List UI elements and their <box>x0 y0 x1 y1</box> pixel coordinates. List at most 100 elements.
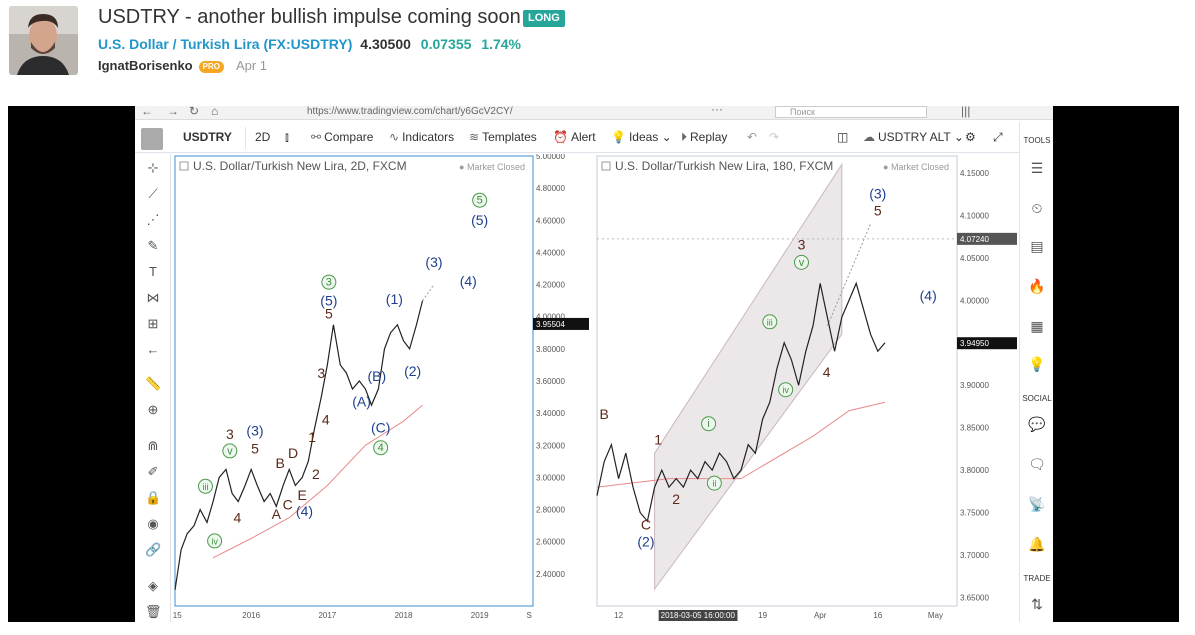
y-tick-label: 2.80000 <box>536 506 565 515</box>
magnet-icon: ⋒ <box>147 438 159 453</box>
fib-icon: ⋰ <box>146 212 160 227</box>
wave-label: (4) <box>296 503 313 519</box>
back-icon: ← <box>141 106 153 118</box>
reload-icon: ↻ <box>189 106 200 118</box>
wave-label-circle <box>373 440 389 456</box>
trading-panel-icon: ⇅ <box>1031 596 1043 612</box>
wave-label: 5 <box>874 202 882 218</box>
symbol-price: 4.30500 <box>360 36 411 52</box>
wave-label: (1) <box>386 291 403 307</box>
author-avatar[interactable] <box>9 6 78 75</box>
collapse-icon <box>601 161 611 171</box>
undo-icon: ↶ <box>747 130 758 144</box>
symbol-name-link[interactable]: U.S. Dollar / Turkish Lira <box>98 36 260 52</box>
wave-label: 4 <box>234 509 242 525</box>
price-line <box>596 281 886 523</box>
symbol-ticker-link[interactable]: (FX:USDTRY) <box>263 36 353 52</box>
wave-label: (4) <box>460 273 477 289</box>
pattern-icon: ⋈ <box>146 290 160 305</box>
replay-icon: ⏵ <box>681 130 688 144</box>
wave-label: (A) <box>352 394 371 410</box>
alerts-clock-icon: ⏲ <box>1031 200 1043 216</box>
replay-button: ⏵ Replay <box>681 130 727 145</box>
last-price-marker <box>533 317 589 330</box>
y-tick-label: 3.40000 <box>536 409 565 418</box>
y-tick-label: 4.00000 <box>536 313 565 322</box>
wave-label: 1 <box>654 432 662 448</box>
x-tick-label: 16 <box>873 611 882 620</box>
crosshair-price-label: 4.07240 <box>960 235 989 244</box>
projection-arrow <box>826 223 872 327</box>
right-sidebar: TOOLS ☰ ⏲ ▤ 🔥 ▦ 💡 SOCIAL 💬 🗨 📡 🔔 TRADE ⇅ <box>1019 122 1053 622</box>
crosshair-price-marker <box>957 232 1017 245</box>
wave-label-circle <box>778 382 794 398</box>
wave-label-circle <box>472 192 488 208</box>
ideas-label: Ideas <box>628 130 659 144</box>
compare-icon: ⚯ <box>311 130 322 144</box>
more-icon: ··· <box>711 106 723 116</box>
collapse-icon <box>179 161 189 171</box>
alert-button: ⏰ Alert <box>553 130 596 144</box>
wave-label: (2) <box>637 534 654 550</box>
settings-icon: ⚙ <box>965 130 976 144</box>
chart-title: U.S. Dollar/Turkish New Lira, 2D, FXCM <box>193 159 407 173</box>
arrow-icon: ← <box>146 342 160 357</box>
wave-label: C <box>641 517 651 533</box>
templates-icon: ≋ <box>469 130 480 144</box>
wave-label: A <box>272 506 282 522</box>
wave-label: i <box>707 418 709 430</box>
link-icon: 🔗 <box>145 542 162 557</box>
y-tick-label: 5.00000 <box>536 154 565 161</box>
y-tick-label: 4.15000 <box>960 169 989 178</box>
y-tick-label: 4.20000 <box>536 281 565 290</box>
library-icon: ||| <box>961 106 971 118</box>
wave-label: (5) <box>471 212 488 228</box>
y-tick-label: 3.80000 <box>960 466 989 475</box>
price-line <box>174 300 424 591</box>
browser-bar: ← → ↻ ⌂ https://www.tradingview.com/char… <box>135 106 1053 120</box>
wave-label-circle <box>321 274 337 290</box>
y-tick-label: 2.60000 <box>536 538 565 547</box>
moving-average-line <box>212 404 423 559</box>
cloud-icon: ☁ <box>863 130 875 144</box>
wave-label: 5 <box>477 195 483 207</box>
indicators-label: Indicators <box>402 130 455 144</box>
wave-label-circle <box>706 475 722 491</box>
ideas-button: 💡 Ideas ⌄ <box>611 130 672 144</box>
y-tick-label: 3.00000 <box>536 473 565 482</box>
wave-label: 5 <box>325 305 333 321</box>
wave-label: (3) <box>425 254 442 270</box>
wave-label: 4 <box>322 411 330 427</box>
user-avatar <box>141 128 163 150</box>
layout-icon: ◫ <box>837 130 849 144</box>
forward-icon: → <box>167 106 179 118</box>
symbol-search: USDTRY <box>183 130 232 144</box>
wave-label: 3 <box>326 277 332 289</box>
wave-label: 2 <box>672 491 680 507</box>
url-text: https://www.tradingview.com/chart/y6GcV2… <box>307 106 513 117</box>
symbol-ticker[interactable]: FX:USDTRY <box>268 36 348 52</box>
chart-screenshot[interactable]: ← → ↻ ⌂ https://www.tradingview.com/char… <box>8 106 1179 622</box>
replay-label: Replay <box>690 130 728 144</box>
redo-icon: ↷ <box>769 130 780 144</box>
browser-search: Поиск <box>775 106 927 118</box>
screenshot-content: ← → ↻ ⌂ https://www.tradingview.com/char… <box>135 106 1053 622</box>
text-icon: T <box>149 264 157 279</box>
ruler-icon: 📏 <box>145 376 162 391</box>
x-tick-label: 12 <box>614 611 623 620</box>
author-name-link[interactable]: IgnatBorisenko <box>98 58 193 73</box>
compare-button: ⚯ Compare <box>311 130 373 144</box>
y-tick-label: 3.70000 <box>960 551 989 560</box>
market-status: ● Market Closed <box>883 162 949 172</box>
alert-label: Alert <box>570 130 596 144</box>
wave-label-circle <box>762 314 778 330</box>
compare-label: Compare <box>324 130 374 144</box>
right-chart[interactable]: U.S. Dollar/Turkish New Lira, 180, FXCM ●… <box>595 154 1019 622</box>
pro-badge: PRO <box>198 61 224 73</box>
y-tick-label: 3.80000 <box>536 345 565 354</box>
hotlist-icon: 🔥 <box>1028 278 1046 294</box>
interval-button: 2D <box>255 130 271 144</box>
left-chart[interactable]: U.S. Dollar/Turkish New Lira, 2D, FXCM ● … <box>168 152 591 622</box>
wave-label: ii <box>712 479 716 489</box>
crosshair-time-label <box>658 610 738 621</box>
